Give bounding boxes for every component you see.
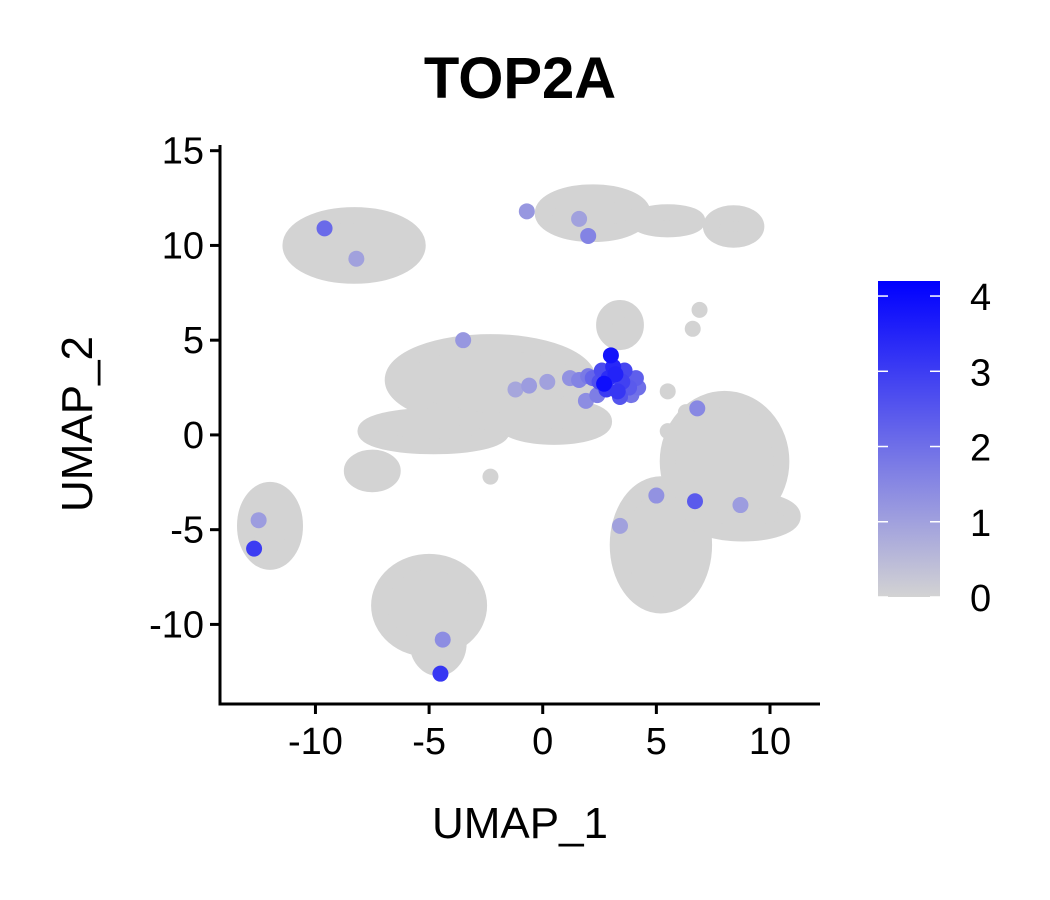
legend-tick-label: 0 bbox=[970, 578, 991, 620]
expressing-cell-point bbox=[687, 493, 703, 510]
y-tick-label: 10 bbox=[162, 225, 204, 267]
color-bar bbox=[878, 281, 940, 597]
x-axis-title: UMAP_1 bbox=[432, 799, 608, 848]
cell-cluster bbox=[702, 205, 765, 248]
expressing-cell-point bbox=[689, 400, 706, 417]
expressing-cell-point bbox=[250, 512, 267, 529]
cell-cluster bbox=[630, 204, 706, 238]
expressing-cell-point bbox=[521, 377, 538, 394]
y-tick-label: -5 bbox=[170, 510, 204, 552]
x-tick-label: 0 bbox=[532, 721, 553, 763]
cell-point bbox=[482, 468, 499, 485]
legend-tick-label: 3 bbox=[970, 352, 991, 394]
cell-point bbox=[659, 423, 676, 440]
expressing-cell-point bbox=[607, 366, 624, 383]
x-tick-label: -10 bbox=[288, 721, 343, 763]
expressing-cell-point bbox=[434, 631, 451, 648]
legend-tick-label: 2 bbox=[970, 428, 991, 470]
cell-cluster bbox=[496, 398, 613, 445]
legend-tick-label: 4 bbox=[970, 277, 991, 319]
cell-point bbox=[691, 301, 708, 318]
expressing-cell-point bbox=[612, 517, 628, 534]
expressing-cell-point bbox=[455, 332, 472, 349]
expressing-cell-point bbox=[518, 203, 535, 220]
cell-cluster bbox=[596, 299, 644, 351]
y-axis-title: UMAP_2 bbox=[53, 336, 102, 512]
y-tick-label: 0 bbox=[183, 415, 204, 457]
expressing-cell-point bbox=[609, 383, 626, 400]
expressing-cell-point bbox=[596, 375, 613, 392]
points-layer bbox=[237, 184, 801, 682]
expressing-cell-point bbox=[602, 347, 619, 364]
cell-cluster bbox=[609, 476, 713, 614]
color-legend: 0 1 2 3 4 bbox=[878, 277, 991, 620]
expressing-cell-point bbox=[246, 540, 263, 557]
expressing-cell-point bbox=[732, 497, 749, 514]
axes-layer: -10 -5 0 5 10 15 10 5 0 -5 -10 bbox=[149, 131, 820, 763]
expressing-cell-point bbox=[571, 210, 588, 227]
y-tick-label: 5 bbox=[183, 320, 204, 362]
y-tick-label: -10 bbox=[149, 604, 204, 646]
expressing-cell-point bbox=[580, 227, 597, 244]
cell-cluster bbox=[343, 449, 401, 493]
x-tick-label: -5 bbox=[412, 721, 446, 763]
cell-cluster bbox=[282, 207, 426, 284]
expressing-cell-point bbox=[539, 373, 556, 390]
expressing-cell-point bbox=[507, 381, 524, 398]
expressing-cell-point bbox=[348, 250, 365, 267]
cell-point bbox=[684, 320, 701, 337]
legend-tick-label: 1 bbox=[970, 503, 991, 545]
x-tick-label: 5 bbox=[646, 721, 667, 763]
expressing-cell-point bbox=[316, 220, 333, 237]
x-tick-label: 10 bbox=[749, 721, 791, 763]
y-tick-label: 15 bbox=[162, 131, 204, 173]
cell-point bbox=[659, 383, 676, 400]
chart-title: TOP2A bbox=[424, 46, 616, 111]
cell-cluster bbox=[534, 184, 651, 243]
expressing-cell-point bbox=[648, 487, 665, 504]
cell-cluster bbox=[357, 407, 510, 455]
expressing-cell-point bbox=[432, 665, 449, 682]
